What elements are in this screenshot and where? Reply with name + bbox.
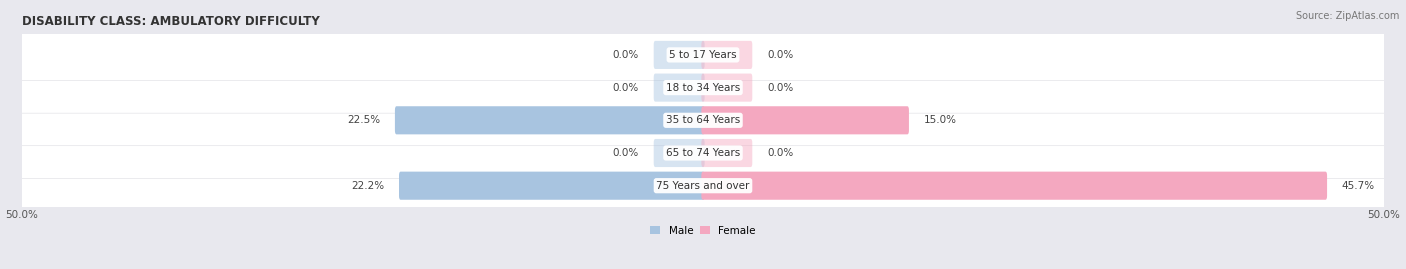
Text: 22.2%: 22.2%: [352, 181, 384, 191]
FancyBboxPatch shape: [11, 29, 1395, 80]
Text: Source: ZipAtlas.com: Source: ZipAtlas.com: [1295, 11, 1399, 21]
Text: DISABILITY CLASS: AMBULATORY DIFFICULTY: DISABILITY CLASS: AMBULATORY DIFFICULTY: [22, 15, 319, 28]
FancyBboxPatch shape: [399, 172, 704, 200]
FancyBboxPatch shape: [702, 172, 1327, 200]
Text: 75 Years and over: 75 Years and over: [657, 181, 749, 191]
Text: 0.0%: 0.0%: [768, 83, 793, 93]
Text: 0.0%: 0.0%: [613, 83, 638, 93]
Text: 22.5%: 22.5%: [347, 115, 380, 125]
FancyBboxPatch shape: [702, 41, 752, 69]
Text: 5 to 17 Years: 5 to 17 Years: [669, 50, 737, 60]
Text: 45.7%: 45.7%: [1341, 181, 1375, 191]
FancyBboxPatch shape: [11, 62, 1395, 113]
FancyBboxPatch shape: [654, 139, 704, 167]
Legend: Male, Female: Male, Female: [645, 222, 761, 240]
Text: 35 to 64 Years: 35 to 64 Years: [666, 115, 740, 125]
Text: 0.0%: 0.0%: [768, 148, 793, 158]
FancyBboxPatch shape: [395, 106, 704, 134]
FancyBboxPatch shape: [11, 128, 1395, 179]
Text: 65 to 74 Years: 65 to 74 Years: [666, 148, 740, 158]
Text: 0.0%: 0.0%: [613, 50, 638, 60]
FancyBboxPatch shape: [702, 139, 752, 167]
FancyBboxPatch shape: [654, 41, 704, 69]
Text: 15.0%: 15.0%: [924, 115, 956, 125]
Text: 0.0%: 0.0%: [768, 50, 793, 60]
FancyBboxPatch shape: [11, 95, 1395, 146]
FancyBboxPatch shape: [702, 106, 908, 134]
Text: 0.0%: 0.0%: [613, 148, 638, 158]
FancyBboxPatch shape: [654, 73, 704, 102]
FancyBboxPatch shape: [11, 160, 1395, 211]
Text: 18 to 34 Years: 18 to 34 Years: [666, 83, 740, 93]
FancyBboxPatch shape: [702, 73, 752, 102]
